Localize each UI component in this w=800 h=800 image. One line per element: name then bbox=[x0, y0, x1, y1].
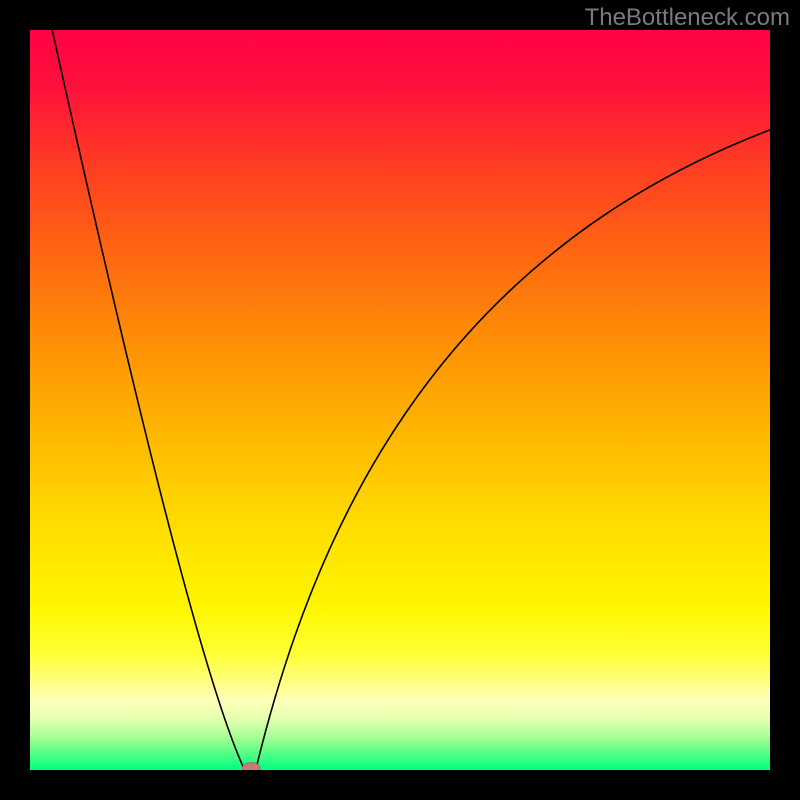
bottleneck-chart bbox=[0, 0, 800, 800]
gradient-background bbox=[30, 30, 770, 770]
chart-container: TheBottleneck.com bbox=[0, 0, 800, 800]
plot-area bbox=[30, 30, 770, 773]
